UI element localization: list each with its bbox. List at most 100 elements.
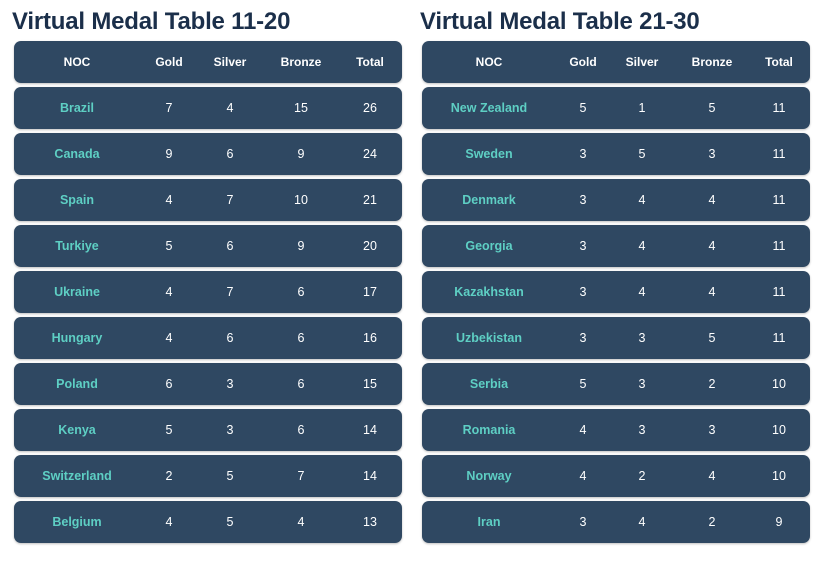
cell-noc: Turkiye: [55, 239, 99, 253]
cell-gold: 3: [579, 147, 587, 161]
cell-total: 10: [772, 423, 786, 437]
table-row: Poland 6 3 6 15: [14, 363, 402, 405]
table-row: Iran 3 4 2 9: [422, 501, 810, 543]
header-gold: Gold: [569, 55, 597, 69]
cell-silver: 7: [226, 285, 234, 299]
header-noc: NOC: [63, 55, 91, 69]
cell-total: 9: [775, 515, 783, 529]
cell-silver: 7: [226, 193, 234, 207]
cell-noc: Poland: [56, 377, 98, 391]
table-row: Uzbekistan 3 3 5 11: [422, 317, 810, 359]
cell-silver: 3: [638, 331, 646, 345]
header-total: Total: [356, 55, 384, 69]
cell-gold: 3: [579, 285, 587, 299]
cell-gold: 4: [165, 285, 173, 299]
cell-silver: 4: [638, 285, 646, 299]
cell-bronze: 3: [708, 147, 716, 161]
cell-total: 14: [363, 423, 377, 437]
table-row: Kazakhstan 3 4 4 11: [422, 271, 810, 313]
cell-bronze: 6: [297, 331, 305, 345]
header-total: Total: [765, 55, 793, 69]
cell-bronze: 2: [708, 515, 716, 529]
cell-noc: Sweden: [465, 147, 513, 161]
table-row: Kenya 5 3 6 14: [14, 409, 402, 451]
cell-silver: 1: [638, 101, 646, 115]
table-row: Romania 4 3 3 10: [422, 409, 810, 451]
cell-noc: Iran: [477, 515, 501, 529]
cell-bronze: 15: [294, 101, 308, 115]
header-silver: Silver: [213, 55, 247, 69]
cell-silver: 4: [226, 101, 234, 115]
cell-gold: 4: [165, 193, 173, 207]
cell-total: 11: [772, 101, 786, 115]
table-row: Serbia 5 3 2 10: [422, 363, 810, 405]
cell-total: 17: [363, 285, 377, 299]
table-row: Switzerland 2 5 7 14: [14, 455, 402, 497]
cell-noc: Ukraine: [54, 285, 100, 299]
table-row: Denmark 3 4 4 11: [422, 179, 810, 221]
cell-total: 13: [363, 515, 377, 529]
cell-total: 10: [772, 377, 786, 391]
cell-gold: 5: [165, 239, 173, 253]
cell-gold: 4: [579, 423, 587, 437]
table-title: Virtual Medal Table 21-30: [420, 8, 700, 35]
table-row: Belgium 4 5 4 13: [14, 501, 402, 543]
cell-bronze: 7: [297, 469, 305, 483]
header-noc: NOC: [475, 55, 503, 69]
cell-noc: Georgia: [465, 239, 513, 253]
cell-noc: Norway: [466, 469, 512, 483]
cell-bronze: 4: [297, 515, 305, 529]
cell-bronze: 10: [294, 193, 308, 207]
cell-bronze: 9: [297, 239, 305, 253]
table-row: Georgia 3 4 4 11: [422, 225, 810, 267]
cell-silver: 5: [226, 469, 234, 483]
cell-noc: Canada: [54, 147, 100, 161]
cell-gold: 4: [579, 469, 587, 483]
cell-bronze: 3: [708, 423, 716, 437]
cell-total: 21: [363, 193, 377, 207]
table-row: Spain 4 7 10 21: [14, 179, 402, 221]
table-body: NOC Gold Silver Bronze Total Brazil 7 4 15 2…: [14, 41, 402, 547]
table-header-row: NOC Gold Silver Bronze Total: [422, 41, 810, 83]
cell-bronze: 4: [708, 469, 716, 483]
header-gold: Gold: [155, 55, 183, 69]
cell-bronze: 9: [297, 147, 305, 161]
table-row: Ukraine 4 7 6 17: [14, 271, 402, 313]
table-body: NOC Gold Silver Bronze Total New Zealand…: [422, 41, 810, 547]
cell-gold: 5: [579, 101, 587, 115]
table-row: Norway 4 2 4 10: [422, 455, 810, 497]
cell-total: 26: [363, 101, 377, 115]
cell-silver: 5: [226, 515, 234, 529]
cell-total: 20: [363, 239, 377, 253]
cell-silver: 6: [226, 239, 234, 253]
header-bronze: Bronze: [691, 55, 733, 69]
table-row: New Zealand 5 1 5 11: [422, 87, 810, 129]
table-row: Turkiye 5 6 9 20: [14, 225, 402, 267]
cell-total: 16: [363, 331, 377, 345]
cell-total: 11: [772, 147, 786, 161]
cell-gold: 3: [579, 193, 587, 207]
cell-total: 10: [772, 469, 786, 483]
cell-silver: 4: [638, 239, 646, 253]
cell-gold: 3: [579, 515, 587, 529]
header-silver: Silver: [625, 55, 659, 69]
cell-gold: 4: [165, 331, 173, 345]
cell-gold: 6: [165, 377, 173, 391]
cell-silver: 6: [226, 331, 234, 345]
cell-gold: 3: [579, 239, 587, 253]
cell-gold: 9: [165, 147, 173, 161]
cell-gold: 3: [579, 331, 587, 345]
cell-bronze: 6: [297, 423, 305, 437]
cell-gold: 5: [165, 423, 173, 437]
table-row: Hungary 4 6 6 16: [14, 317, 402, 359]
cell-noc: Switzerland: [42, 469, 112, 483]
cell-silver: 3: [638, 423, 646, 437]
cell-silver: 3: [226, 423, 234, 437]
cell-silver: 3: [226, 377, 234, 391]
cell-noc: Uzbekistan: [456, 331, 522, 345]
cell-noc: Spain: [59, 193, 95, 207]
cell-bronze: 2: [708, 377, 716, 391]
cell-bronze: 5: [708, 331, 716, 345]
cell-total: 24: [363, 147, 377, 161]
cell-noc: Romania: [462, 423, 516, 437]
